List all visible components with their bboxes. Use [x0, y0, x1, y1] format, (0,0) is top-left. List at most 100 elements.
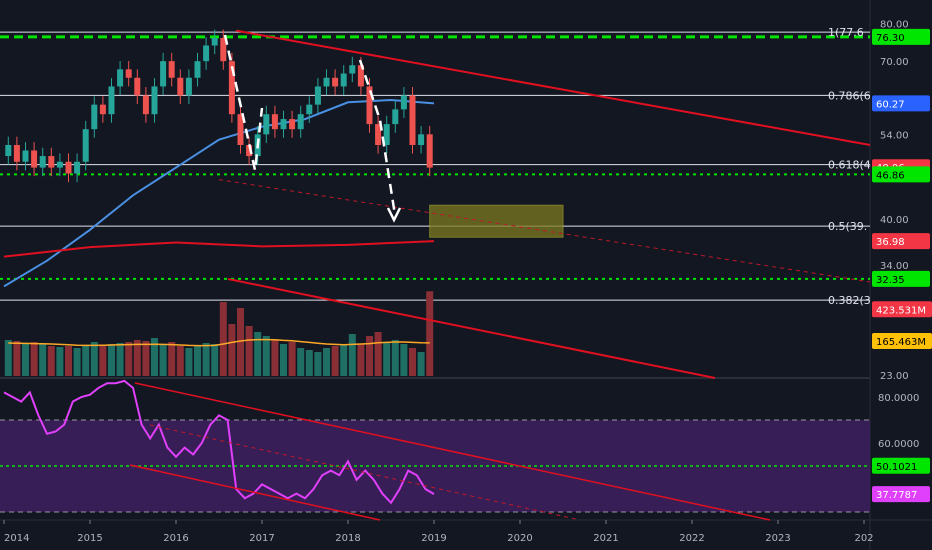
candle	[203, 45, 210, 62]
volume-bar	[39, 343, 47, 376]
price-trendline-dashed	[218, 179, 871, 283]
candle	[409, 95, 416, 146]
volume-bar	[56, 347, 64, 376]
volume-trendline	[227, 278, 716, 379]
target-zone-box	[429, 204, 564, 238]
candle	[314, 86, 321, 105]
volume-bar	[202, 343, 210, 376]
candle	[418, 134, 425, 146]
volume-bar	[280, 344, 287, 376]
price-badge	[872, 95, 930, 112]
candle	[134, 77, 141, 96]
candle	[5, 145, 12, 157]
price-panel[interactable]	[0, 29, 870, 301]
volume-bar	[271, 340, 279, 376]
fib-level-label: 0.382(3	[828, 294, 871, 307]
time-axis-tick: 2014	[4, 533, 29, 544]
volume-bar	[262, 336, 270, 376]
price-badge-label: 50.1021	[876, 462, 917, 473]
candle	[108, 86, 115, 115]
volume-bar	[288, 342, 296, 376]
candle	[91, 104, 98, 130]
volume-bar	[151, 338, 158, 376]
price-axis-tick: 34.00	[880, 261, 909, 272]
volume-bar	[254, 332, 262, 376]
volume-panel[interactable]	[4, 291, 434, 376]
price-badges: 76.3060.2748.0646.8636.9832.35423.531M16…	[872, 28, 932, 503]
price-axis-tick: 23.00	[880, 371, 909, 382]
volume-bar	[245, 326, 253, 376]
volume-bar	[4, 340, 12, 376]
wave-annotation	[223, 34, 264, 171]
volume-bar	[125, 342, 133, 376]
time-axis-tick: 2021	[593, 533, 618, 544]
volume-bar	[409, 348, 416, 376]
volume-bar	[22, 344, 29, 376]
arrow-down-icon	[386, 207, 402, 223]
fib-level-label: 1(77.6	[828, 26, 864, 39]
price-badge-label: 32.35	[876, 275, 905, 286]
price-badge-label: 423.531M	[876, 305, 926, 316]
volume-bar	[133, 340, 141, 376]
volume-bar	[366, 336, 373, 376]
candle	[160, 61, 167, 87]
price-axis-tick: 70.00	[880, 57, 909, 68]
volume-bar	[90, 342, 98, 376]
volume-bar	[13, 341, 21, 376]
candle	[426, 134, 433, 168]
volume-bar	[168, 342, 176, 376]
rsi-axis-tick: 60.0000	[878, 439, 919, 450]
candle	[246, 145, 253, 157]
trendlines	[218, 29, 871, 379]
candle	[400, 95, 407, 110]
time-axis-tick: 2023	[765, 533, 790, 544]
price-badge	[872, 270, 930, 287]
rsi-axis-tick: 80.0000	[878, 393, 919, 404]
rsi-line	[3, 379, 435, 505]
volume-bar	[99, 346, 107, 376]
candle	[142, 95, 149, 115]
candle	[82, 129, 89, 162]
volume-bar	[82, 345, 90, 376]
fib-labels: 1(77.6 0.786(6 0.618(4 0.5(39. 0.382(3	[828, 26, 871, 307]
fib-level-label: 0.5(39.	[828, 220, 867, 233]
rsi-trendline	[134, 382, 771, 521]
price-badge-label: 165.463M	[876, 337, 926, 348]
right-axis[interactable]: 80.00 70.00 54.00 40.00 34.00 23.00 80.0000 60.…	[878, 20, 919, 450]
time-axis-tick: 2019	[421, 533, 446, 544]
volume-bar	[73, 348, 81, 376]
price-badge-label: 76.30	[876, 33, 905, 44]
rsi-panel[interactable]	[0, 379, 870, 521]
fib-level-label: 0.786(6	[828, 89, 871, 102]
candle	[306, 104, 313, 115]
volume-bar	[297, 348, 305, 376]
time-axis[interactable]: 2014 2015 2016 2017 2018 2019 2020 2021 2022 2023…	[3, 520, 874, 544]
volume-bar	[159, 344, 167, 376]
price-badge-label: 37.7787	[876, 490, 917, 501]
price-badge-label: 36.98	[876, 237, 905, 248]
candle	[125, 69, 132, 78]
candle	[220, 37, 227, 62]
volume-bar	[383, 342, 391, 376]
volume-bar	[374, 332, 382, 376]
candle	[375, 124, 382, 146]
volume-bar	[323, 348, 330, 376]
candle	[194, 61, 201, 78]
volume-bar	[47, 346, 55, 376]
moving-average-line	[3, 98, 435, 288]
time-axis-tick: 2018	[335, 533, 360, 544]
candle	[177, 77, 184, 96]
candle	[168, 61, 175, 78]
price-axis-tick: 40.00	[880, 215, 909, 226]
volume-bar	[314, 352, 322, 376]
volume-bar	[400, 344, 408, 376]
volume-bar	[426, 291, 434, 376]
candle	[56, 161, 63, 168]
candle	[22, 150, 29, 162]
candle	[383, 124, 390, 146]
price-badge	[872, 28, 930, 45]
time-axis-tick: 202	[854, 533, 873, 544]
volume-bar	[219, 302, 227, 376]
candle	[48, 156, 55, 168]
